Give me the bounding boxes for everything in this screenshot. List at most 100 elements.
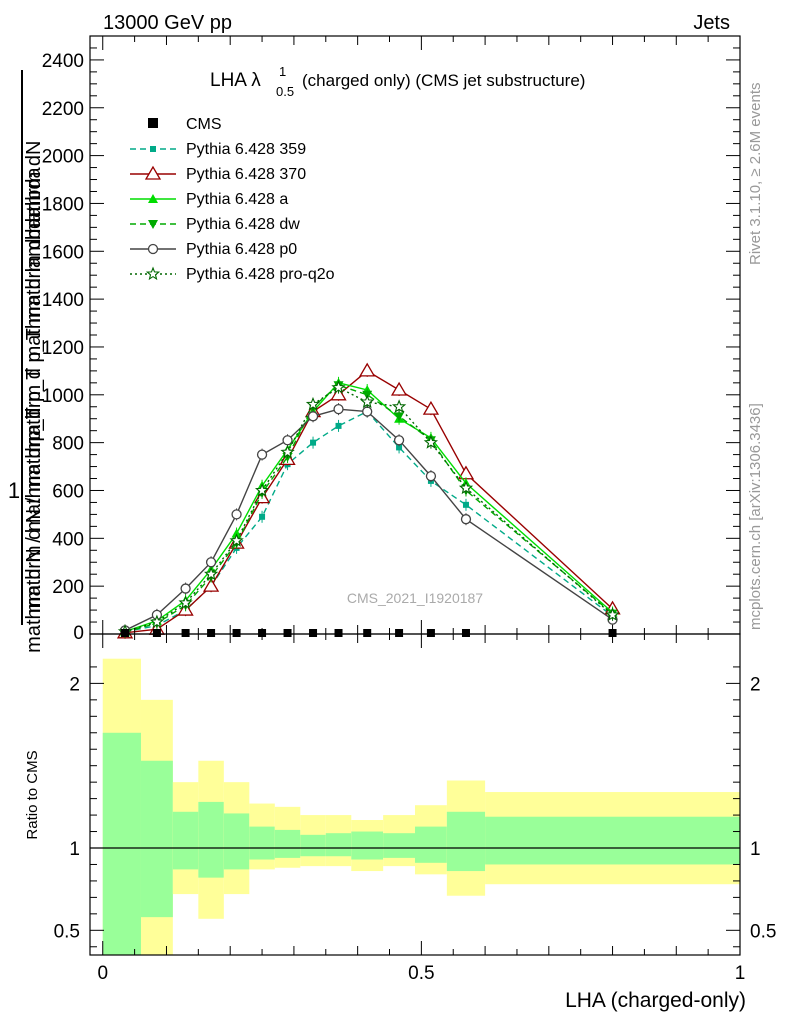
- y-tick-label: 800: [52, 434, 84, 455]
- cms-data-point: [232, 629, 241, 637]
- data-point: [305, 396, 321, 411]
- y-tick-label: 2400: [42, 51, 84, 72]
- data-point: [180, 583, 191, 594]
- y-tick-label: 0: [73, 623, 84, 644]
- cms-data-point: [334, 629, 343, 637]
- data-point: [422, 400, 440, 415]
- ylabel-part-3: mathrm d N / mathrm d p_T mathrm d lambd…: [23, 206, 45, 613]
- data-point: [256, 449, 268, 460]
- ratio-green-band: [325, 833, 352, 857]
- watermark: CMS_2021_I1920187: [347, 590, 483, 606]
- series-line: [124, 382, 613, 633]
- data-point: [259, 513, 266, 520]
- data-point: [280, 444, 295, 459]
- title-main: LHA λ: [210, 70, 261, 91]
- data-point: [333, 404, 344, 415]
- data-point: [393, 435, 405, 446]
- ratio-bands: [90, 658, 740, 955]
- data-point: [460, 514, 472, 525]
- ratio-green-band: [140, 760, 173, 918]
- data-point: [148, 220, 158, 229]
- data-point: [307, 411, 319, 422]
- y-tick-label: 2000: [42, 147, 84, 168]
- data-point: [147, 243, 159, 255]
- cms-data-point: [426, 629, 435, 637]
- ylabel-part-1: mathrm d N / mathrm d p_T: [23, 407, 45, 653]
- data-point: [149, 614, 165, 629]
- cms-data-point: [181, 629, 190, 637]
- y-tick-label: 2200: [42, 99, 84, 120]
- data-point: [144, 165, 162, 180]
- title-sub: 0.5: [276, 84, 294, 99]
- svg-text:LHA λ: LHA λ: [210, 70, 261, 91]
- header-right: Jets: [693, 12, 730, 34]
- cms-data-point: [152, 629, 161, 637]
- data-point: [205, 557, 217, 568]
- rivet-label: Rivet 3.1.10, ≥ 2.6M events: [747, 83, 764, 266]
- x-tick-label: 0: [97, 963, 108, 984]
- legend: CMS Pythia 6.428 359 Pythia 6.428 370 Pythi…: [130, 116, 335, 283]
- legend-label: Pythia 6.428 dw: [186, 216, 300, 233]
- y-tick-label: 600: [52, 481, 84, 502]
- data-point: [150, 146, 156, 152]
- ratio-green-band: [223, 813, 250, 870]
- data-point: [310, 439, 317, 446]
- legend-label: Pythia 6.428 p0: [186, 241, 297, 258]
- cms-data-point: [207, 629, 216, 637]
- ylabel-part-2: mathrm d p_T mathrm d lambda: [23, 166, 45, 452]
- data-point: [254, 483, 270, 497]
- data-point: [458, 480, 474, 495]
- legend-label: Pythia 6.428 370: [186, 166, 306, 183]
- ratio-green-band: [300, 834, 326, 857]
- title-sup: 1: [279, 64, 286, 79]
- x-tick-label: 0.5: [408, 963, 434, 984]
- ratio-ylabel: Ratio to CMS: [24, 750, 41, 839]
- y-axis-label: 1 mathrm dN mathrm d N / mathrm d p_T ma…: [8, 70, 45, 653]
- ylabel-denom: mathrm dN: [23, 141, 45, 240]
- data-point: [330, 386, 347, 401]
- data-point: [331, 380, 346, 394]
- ratio-green-band: [249, 826, 275, 860]
- data-point: [231, 528, 242, 538]
- legend-label: CMS: [186, 116, 222, 133]
- data-point: [360, 394, 375, 408]
- ratio-y-tick-label: 1: [69, 839, 80, 860]
- ratio-green-band: [383, 833, 415, 858]
- main-plot-data: [116, 362, 621, 639]
- cms-data-point: [283, 629, 292, 637]
- data-point: [335, 422, 342, 429]
- ratio-y-tick-label: 2: [69, 674, 80, 695]
- data-point: [178, 595, 193, 610]
- ylabel-one: 1: [8, 478, 20, 503]
- ratio-frame: [89, 633, 741, 956]
- cms-data-point: [363, 629, 372, 637]
- mcplots-label: mcplots.cern.ch [arXiv:1306.3436]: [747, 403, 764, 630]
- header-left: 13000 GeV pp: [103, 12, 232, 34]
- title-rest: (charged only) (CMS jet substructure): [302, 71, 585, 90]
- x-axis-label: LHA (charged-only): [565, 989, 746, 1012]
- y-tick-label: 1400: [42, 290, 84, 311]
- y-tick-label: 1600: [42, 242, 84, 263]
- ratio-plot-axes: 0 0.5 10.5 0.51 12 2: [54, 633, 776, 984]
- data-point: [425, 470, 437, 482]
- data-point: [396, 444, 403, 451]
- data-point: [394, 412, 405, 422]
- data-point: [231, 509, 242, 520]
- cms-data-point: [461, 629, 470, 637]
- x-tick-label: 1: [735, 963, 746, 984]
- ratio-green-band: [102, 732, 141, 955]
- ratio-y-tick-label: 0.5: [750, 921, 776, 942]
- data-point: [359, 362, 376, 377]
- data-point: [145, 266, 161, 281]
- data-point: [202, 577, 220, 592]
- data-point: [391, 399, 407, 413]
- ratio-green-band: [415, 826, 447, 863]
- cms-data-point: [121, 629, 130, 637]
- ratio-y-tick-label: 2: [750, 674, 761, 695]
- ratio-green-band: [172, 811, 199, 870]
- data-point: [282, 435, 293, 446]
- y-tick-label: 200: [52, 577, 84, 598]
- series-line: [124, 408, 613, 632]
- data-point: [605, 607, 620, 621]
- ratio-green-band: [274, 829, 301, 858]
